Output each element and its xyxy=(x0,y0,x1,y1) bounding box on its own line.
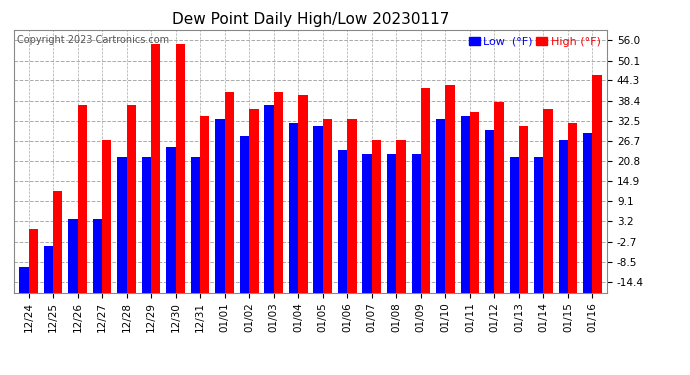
Bar xyxy=(68,219,77,292)
Bar xyxy=(568,123,578,292)
Bar xyxy=(264,105,274,292)
Bar xyxy=(396,140,406,292)
Bar xyxy=(249,109,259,292)
Bar xyxy=(470,112,479,292)
Text: Copyright 2023 Cartronics.com: Copyright 2023 Cartronics.com xyxy=(17,35,169,45)
Bar xyxy=(559,140,568,292)
Bar xyxy=(126,105,136,292)
Bar xyxy=(421,88,430,292)
Bar xyxy=(166,147,176,292)
Bar xyxy=(593,75,602,292)
Bar xyxy=(240,136,249,292)
Bar xyxy=(28,229,38,292)
Bar xyxy=(313,126,323,292)
Bar xyxy=(583,133,593,292)
Bar xyxy=(77,105,87,292)
Legend: Low  (°F), High (°F): Low (°F), High (°F) xyxy=(464,32,605,51)
Bar xyxy=(534,157,544,292)
Bar xyxy=(191,157,200,292)
Bar xyxy=(436,119,445,292)
Bar xyxy=(176,44,185,292)
Bar xyxy=(372,140,381,292)
Bar xyxy=(519,126,529,292)
Bar xyxy=(117,157,126,292)
Bar xyxy=(274,92,283,292)
Bar xyxy=(362,153,372,292)
Bar xyxy=(289,123,298,292)
Bar xyxy=(142,157,151,292)
Title: Dew Point Daily High/Low 20230117: Dew Point Daily High/Low 20230117 xyxy=(172,12,449,27)
Bar xyxy=(323,119,332,292)
Bar xyxy=(92,219,102,292)
Bar xyxy=(460,116,470,292)
Bar xyxy=(151,44,161,292)
Bar xyxy=(485,129,495,292)
Bar xyxy=(19,267,28,292)
Bar xyxy=(347,119,357,292)
Bar xyxy=(387,153,396,292)
Bar xyxy=(200,116,210,292)
Bar xyxy=(102,140,111,292)
Bar xyxy=(225,92,234,292)
Bar xyxy=(445,85,455,292)
Bar xyxy=(338,150,347,292)
Bar xyxy=(298,95,308,292)
Bar xyxy=(495,102,504,292)
Bar xyxy=(215,119,225,292)
Bar xyxy=(544,109,553,292)
Bar xyxy=(411,153,421,292)
Bar xyxy=(53,191,62,292)
Bar xyxy=(43,246,53,292)
Bar xyxy=(510,157,519,292)
